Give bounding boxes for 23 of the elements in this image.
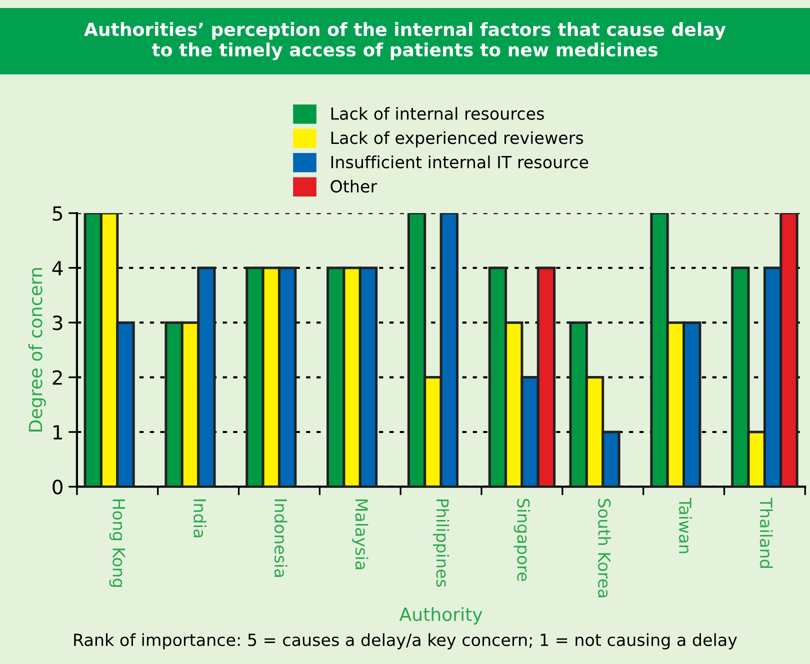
text: Rank of importance: 5 = causes a delay/a key concern; 1 = not causing a delay	[74, 633, 737, 650]
x-tick-label: Hong Kong	[109, 499, 125, 587]
x-tick-label: Thailand	[760, 498, 773, 568]
x-axis-title: Authority	[399, 607, 482, 625]
y-tick-label: 0	[52, 480, 62, 494]
y-tick-label: 3	[52, 316, 62, 330]
y-tick-label: 2	[52, 370, 62, 385]
x-tick-label: South Korea	[598, 498, 611, 598]
x-tick-label: Taiwan	[678, 498, 692, 554]
legend-label: Lack of experienced reviewers	[331, 131, 584, 148]
y-tick-label: 4	[52, 261, 63, 276]
x-tick-label: India	[193, 499, 206, 538]
y-tick-label: 5	[52, 206, 62, 221]
x-tick-label: Malaysia	[352, 499, 368, 570]
legend-label: Insufficient internal IT resource	[331, 155, 588, 168]
legend-label: Other	[330, 180, 378, 193]
x-tick-label: Philippines	[432, 499, 450, 587]
chart-title: Authorities’ perception of the internal factors that cause delay to the timely access of patients to new medicines	[84, 22, 726, 60]
x-tick-label: Indonesia	[274, 499, 288, 577]
y-tick-label: 1	[54, 425, 62, 440]
y-axis-title: Degree of concern	[28, 268, 46, 432]
x-tick-label: Singapore	[514, 498, 530, 582]
legend-label: Lack of internal resources	[331, 106, 544, 120]
